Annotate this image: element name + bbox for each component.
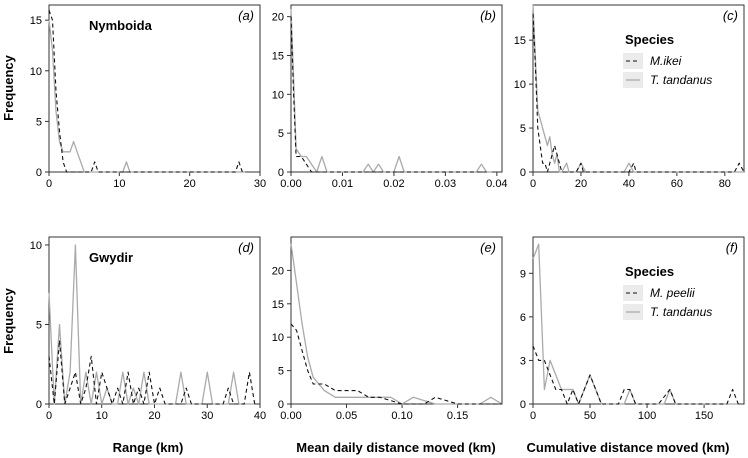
panel-b-letter: (b) xyxy=(480,8,496,23)
panel-f-ytick-label: 3 xyxy=(520,355,526,367)
panel-f-legend-label: T. tandanus xyxy=(650,305,712,319)
panel-c-ytick-label: 10 xyxy=(514,79,526,91)
x-axis-title-cumulative: Cumulative distance moved (km) xyxy=(527,440,730,455)
panel-a-ytick-label: 10 xyxy=(30,66,42,78)
panel-f-xtick-label: 100 xyxy=(638,410,656,422)
panel-e-frame xyxy=(290,236,503,405)
panel-d-series-a-line xyxy=(48,339,256,405)
panel-d: 0 10 20 30 40 0 5 10 (d) Gwydir xyxy=(30,236,266,422)
panel-c-xtick-label: 0 xyxy=(530,178,536,190)
panel-e-series-b-line xyxy=(290,243,503,405)
panel-b-xtick-label: 0.00 xyxy=(280,178,301,190)
panel-f: 0 50 100 150 0 3 6 9 (f) Species M. peelii T. tanda… xyxy=(520,236,745,422)
panel-d-ytick-label: 10 xyxy=(30,240,42,252)
panel-b-xtick-label: 0.01 xyxy=(332,178,353,190)
panel-a-xtick-label: 30 xyxy=(254,178,266,190)
panel-c-frame xyxy=(532,4,745,173)
panel-d-xtick-label: 40 xyxy=(254,410,266,422)
panel-f-ytick-label: 9 xyxy=(520,268,526,280)
panel-f-legend: Species M. peelii T. tandanus xyxy=(623,264,712,320)
panel-d-xtick-label: 20 xyxy=(148,410,160,422)
panel-a-frame xyxy=(48,4,261,173)
panel-f-series-b-line xyxy=(532,243,739,405)
panel-c-series-b-line xyxy=(532,4,744,173)
panel-c-ytick-label: 15 xyxy=(514,35,526,47)
panel-a-ytick-label: 5 xyxy=(36,116,42,128)
panel-b-xtick-label: 0.02 xyxy=(383,178,404,190)
panel-c-legend-title: Species xyxy=(625,32,674,47)
panel-c-ytick-label: 0 xyxy=(520,167,526,179)
panel-a-xtick-label: 10 xyxy=(113,178,125,190)
x-axis-title-mean-daily: Mean daily distance moved (km) xyxy=(296,440,495,455)
panel-d-xtick-label: 30 xyxy=(201,410,213,422)
panel-f-ytick-label: 6 xyxy=(520,312,526,324)
panel-d-series-b-line xyxy=(48,244,255,405)
panel-c-xtick-label: 40 xyxy=(623,178,635,190)
panel-c-legend-label: T. tandanus xyxy=(650,73,712,87)
panel-f-series-a-line xyxy=(532,345,739,405)
panel-e-ytick-label: 5 xyxy=(278,366,284,378)
panel-a-xtick-label: 0 xyxy=(46,178,52,190)
panel-d-ytick-label: 5 xyxy=(36,319,42,331)
panel-b-series-a-line xyxy=(290,16,487,173)
panel-a-series-a-line xyxy=(48,9,246,173)
panel-c-xtick-label: 80 xyxy=(719,178,731,190)
panel-d-ytick-label: 0 xyxy=(36,399,42,411)
panel-b-series-b-line xyxy=(290,8,492,173)
panel-e-xtick-label: 0.10 xyxy=(391,410,412,422)
panel-b-xtick-label: 0.03 xyxy=(435,178,456,190)
panel-e-xtick-label: 0.15 xyxy=(447,410,468,422)
panel-f-ytick-label: 0 xyxy=(520,399,526,411)
panel-b: 0.00 0.01 0.02 0.03 0.04 0 5 10 15 20 (b) xyxy=(272,4,508,190)
panel-a: 0 10 20 30 0 5 10 15 (a) Nymboida xyxy=(30,4,266,190)
panel-e-ytick-label: 10 xyxy=(272,332,284,344)
y-axis-title-bottom: Frequency xyxy=(1,287,16,354)
panel-b-ytick-label: 5 xyxy=(278,128,284,140)
panel-a-ytick-label: 15 xyxy=(30,15,42,27)
panel-c-series-a-line xyxy=(532,13,745,173)
panel-c-xtick-label: 60 xyxy=(671,178,683,190)
panel-a-letter: (a) xyxy=(238,8,254,23)
panel-b-ytick-label: 0 xyxy=(278,167,284,179)
x-axis-title-range: Range (km) xyxy=(113,440,184,455)
panel-c: 0 20 40 60 80 0 5 10 15 (c) Species M.ikei T. tandan… xyxy=(514,4,745,190)
panel-d-site-label: Gwydir xyxy=(89,250,133,265)
panel-e-ytick-label: 0 xyxy=(278,399,284,411)
panel-d-xtick-label: 10 xyxy=(96,410,108,422)
panel-b-xtick-label: 0.04 xyxy=(486,178,507,190)
panel-f-legend-label: M. peelii xyxy=(650,286,695,300)
panel-c-letter: (c) xyxy=(723,8,738,23)
panel-f-xtick-label: 150 xyxy=(695,410,713,422)
panel-b-ytick-label: 20 xyxy=(272,12,284,24)
panel-f-xtick-label: 50 xyxy=(584,410,596,422)
panel-e-ytick-label: 20 xyxy=(272,265,284,277)
panel-f-legend-title: Species xyxy=(625,264,674,279)
y-axis-title-top: Frequency xyxy=(1,54,16,121)
panel-a-site-label: Nymboida xyxy=(89,18,153,33)
panel-c-ytick-label: 5 xyxy=(520,123,526,135)
panel-f-frame xyxy=(532,236,745,405)
panel-e-letter: (e) xyxy=(480,240,496,255)
panel-e-xtick-label: 0.05 xyxy=(336,410,357,422)
panel-d-xtick-label: 0 xyxy=(46,410,52,422)
panel-d-frame xyxy=(48,236,261,405)
panel-b-ytick-label: 15 xyxy=(272,50,284,62)
panel-f-letter: (f) xyxy=(726,240,738,255)
panel-c-legend: Species M.ikei T. tandanus xyxy=(623,32,712,88)
panel-f-xtick-label: 0 xyxy=(530,410,536,422)
panel-a-series-b-line xyxy=(48,20,246,173)
panel-a-xtick-label: 20 xyxy=(184,178,196,190)
panel-a-ytick-label: 0 xyxy=(36,167,42,179)
panel-d-letter: (d) xyxy=(238,240,254,255)
panel-e-ytick-label: 15 xyxy=(272,299,284,311)
panel-c-xtick-label: 20 xyxy=(575,178,587,190)
panel-b-ytick-label: 10 xyxy=(272,89,284,101)
panel-b-frame xyxy=(290,4,503,173)
panel-c-legend-label: M.ikei xyxy=(650,54,682,68)
panel-e: 0.00 0.05 0.10 0.15 0 5 10 15 20 (e) xyxy=(272,236,503,422)
panel-e-xtick-label: 0.00 xyxy=(280,410,301,422)
panel-e-series-a-line xyxy=(290,323,502,405)
